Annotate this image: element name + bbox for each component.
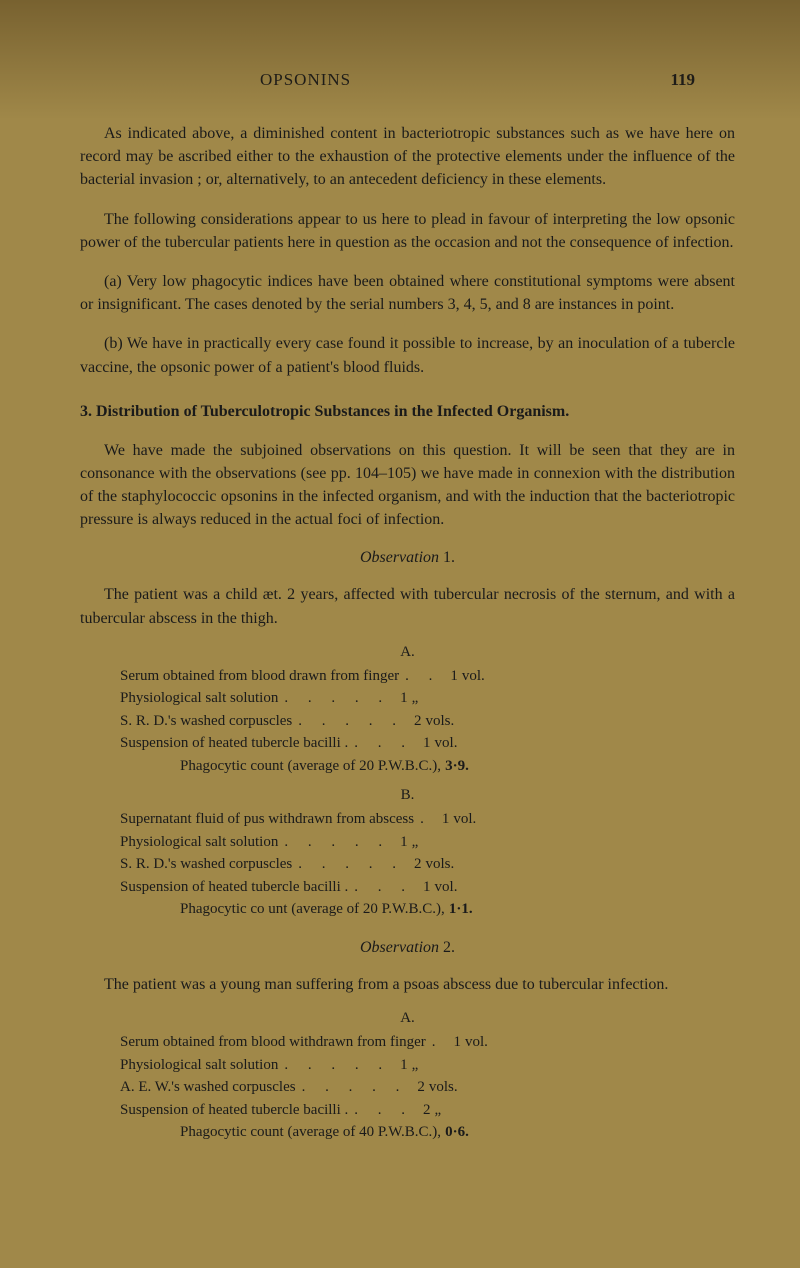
data-unit: „ (431, 1099, 442, 1122)
obs-word: Observation (360, 549, 439, 566)
data-value: 1 (419, 876, 431, 899)
dots: . . . . . (278, 1054, 396, 1077)
data-label: Physiological salt solution (120, 1054, 278, 1077)
dots: . . . (348, 1099, 419, 1122)
data-row: Physiological salt solution . . . . . 1 … (120, 1054, 735, 1077)
phagocytic-row: Phagocytic count (average of 40 P.W.B.C.… (120, 1121, 735, 1144)
data-row: Suspension of heated tubercle bacilli . … (120, 732, 735, 755)
page-number: 119 (670, 70, 695, 90)
dots: . . . . . (278, 687, 396, 710)
data-unit: vol. (449, 808, 476, 831)
body-paragraph: As indicated above, a diminished content… (80, 122, 735, 192)
data-label: Physiological salt solution (120, 687, 278, 710)
obs-num: 1. (443, 549, 455, 566)
data-value: 1 (446, 665, 458, 688)
body-paragraph: The following considerations appear to u… (80, 208, 735, 254)
data-label: Suspension of heated tubercle bacilli . (120, 732, 348, 755)
body-paragraph: (a) Very low phagocytic indices have bee… (80, 270, 735, 316)
data-value: 1 (419, 732, 431, 755)
data-value: 2 (410, 853, 422, 876)
phagocytic-label: Phagocytic co unt (average of 20 P.W.B.C… (180, 898, 445, 921)
data-label: Physiological salt solution (120, 831, 278, 854)
data-block-2a: Serum obtained from blood withdrawn from… (120, 1031, 735, 1144)
subhead-a2: A. (80, 1010, 735, 1027)
dots: . . . (348, 732, 419, 755)
data-row: Physiological salt solution . . . . . 1 … (120, 831, 735, 854)
dots: . . (399, 665, 446, 688)
dots: . (414, 808, 438, 831)
data-unit: „ (408, 687, 419, 710)
dots: . . . . . (278, 831, 396, 854)
data-value: 2 (410, 710, 422, 733)
data-value: 2 (419, 1099, 431, 1122)
data-row: Supernatant fluid of pus withdrawn from … (120, 808, 735, 831)
phagocytic-row: Phagocytic count (average of 20 P.W.B.C.… (120, 755, 735, 778)
dots: . . . . . (292, 853, 410, 876)
data-row: S. R. D.'s washed corpuscles . . . . . 2… (120, 710, 735, 733)
phagocytic-value: 3·9. (441, 755, 469, 778)
body-paragraph: (b) We have in practically every case fo… (80, 332, 735, 378)
data-unit: vols. (422, 710, 455, 733)
data-unit: vols. (422, 853, 455, 876)
page: OPSONINS 119 As indicated above, a dimin… (0, 0, 800, 1268)
data-row: Suspension of heated tubercle bacilli . … (120, 1099, 735, 1122)
data-label: Serum obtained from blood withdrawn from… (120, 1031, 426, 1054)
data-label: A. E. W.'s washed corpuscles (120, 1076, 296, 1099)
subhead-b: B. (80, 787, 735, 804)
observation-intro: The patient was a child æt. 2 years, aff… (80, 583, 735, 629)
data-label: Suspension of heated tubercle bacilli . (120, 1099, 348, 1122)
data-label: S. R. D.'s washed corpuscles (120, 710, 292, 733)
data-label: Serum obtained from blood drawn from fin… (120, 665, 399, 688)
vignette (0, 0, 800, 120)
phagocytic-value: 1·1. (445, 898, 473, 921)
data-unit: vol. (431, 732, 458, 755)
dots: . (426, 1031, 450, 1054)
data-label: Suspension of heated tubercle bacilli . (120, 876, 348, 899)
obs-word: Observation (360, 939, 439, 956)
phagocytic-label: Phagocytic count (average of 20 P.W.B.C.… (180, 755, 441, 778)
data-unit: „ (408, 1054, 419, 1077)
body-paragraph: We have made the subjoined observations … (80, 439, 735, 532)
data-value: 1 (396, 1054, 408, 1077)
data-value: 2 (413, 1076, 425, 1099)
running-head: OPSONINS (260, 70, 351, 90)
dots: . . . (348, 876, 419, 899)
data-row: Serum obtained from blood drawn from fin… (120, 665, 735, 688)
observation-heading-2: Observation 2. (80, 939, 735, 957)
phagocytic-value: 0·6. (441, 1121, 469, 1144)
data-value: 1 (438, 808, 450, 831)
data-unit: „ (408, 831, 419, 854)
data-block-1a: Serum obtained from blood drawn from fin… (120, 665, 735, 778)
data-value: 1 (450, 1031, 462, 1054)
data-unit: vol. (458, 665, 485, 688)
data-unit: vols. (425, 1076, 458, 1099)
data-unit: vol. (461, 1031, 488, 1054)
phagocytic-label: Phagocytic count (average of 40 P.W.B.C.… (180, 1121, 441, 1144)
subhead-a: A. (80, 644, 735, 661)
dots: . . . . . (296, 1076, 414, 1099)
phagocytic-row: Phagocytic co unt (average of 20 P.W.B.C… (120, 898, 735, 921)
data-label: Supernatant fluid of pus withdrawn from … (120, 808, 414, 831)
data-row: Suspension of heated tubercle bacilli . … (120, 876, 735, 899)
section-heading: 3. Distribution of Tuberculotropic Subst… (80, 403, 735, 421)
data-value: 1 (396, 831, 408, 854)
data-value: 1 (396, 687, 408, 710)
obs-num: 2. (443, 939, 455, 956)
observation-heading-1: Observation 1. (80, 549, 735, 567)
data-label: S. R. D.'s washed corpuscles (120, 853, 292, 876)
header-row: OPSONINS 119 (80, 70, 735, 90)
dots: . . . . . (292, 710, 410, 733)
data-row: Physiological salt solution . . . . . 1 … (120, 687, 735, 710)
data-block-1b: Supernatant fluid of pus withdrawn from … (120, 808, 735, 921)
data-unit: vol. (431, 876, 458, 899)
observation-intro: The patient was a young man suffering fr… (80, 973, 735, 996)
data-row: S. R. D.'s washed corpuscles . . . . . 2… (120, 853, 735, 876)
data-row: Serum obtained from blood withdrawn from… (120, 1031, 735, 1054)
data-row: A. E. W.'s washed corpuscles . . . . . 2… (120, 1076, 735, 1099)
